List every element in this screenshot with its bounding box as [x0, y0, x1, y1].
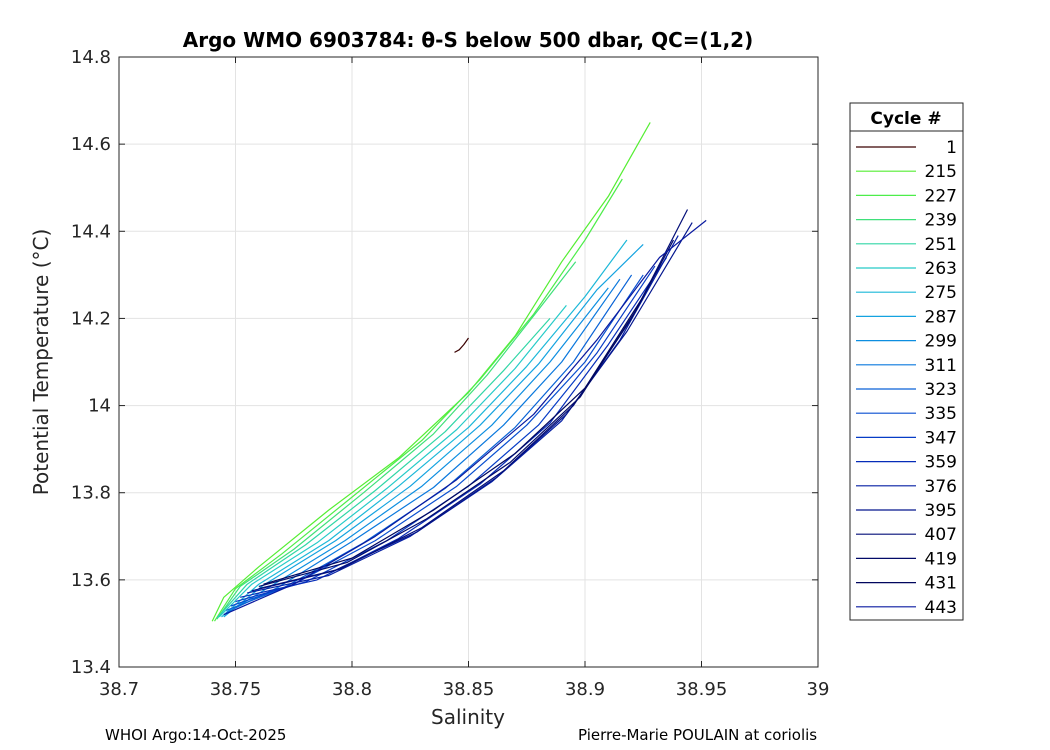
legend: Cycle # 1 215 227 239 251 263 275 287 299 311 323 3… — [849, 102, 964, 621]
footer-credit-date: WHOI Argo:14-Oct-2025 — [105, 726, 287, 744]
footer-credit-author: Pierre-Marie POULAIN at coriolis — [578, 726, 818, 744]
x-axis-ticks: 38.7 38.75 38.8 38.85 38.9 38.95 39 — [99, 57, 829, 700]
series-line-cycle-287 — [223, 243, 644, 618]
x-axis-label: Salinity — [431, 705, 505, 729]
x-tick-label: 39 — [807, 679, 830, 700]
series-line-cycle-407 — [258, 209, 689, 590]
series-line-cycle-251 — [216, 318, 551, 619]
y-tick-label: 14 — [88, 396, 111, 417]
legend-label-cycle-431: 431 — [925, 574, 957, 594]
series-line-cycle-215 — [211, 122, 651, 622]
legend-label-cycle-395: 395 — [925, 501, 957, 521]
y-tick-label: 14.6 — [71, 134, 111, 155]
series-line-cycle-443 — [223, 219, 707, 616]
x-tick-label: 38.85 — [443, 679, 495, 700]
legend-label-cycle-239: 239 — [925, 211, 957, 231]
series-line-cycle-431 — [263, 296, 644, 585]
x-tick-label: 38.95 — [676, 679, 728, 700]
y-tick-label: 13.4 — [71, 657, 111, 678]
y-tick-label: 14.4 — [71, 221, 111, 242]
y-axis-ticks: 13.4 13.6 13.8 14 14.2 14.4 14.6 14.8 — [71, 47, 818, 678]
series-line-cycle-263 — [218, 305, 567, 618]
y-tick-label: 14.8 — [71, 47, 111, 68]
series-line-cycle-311 — [225, 278, 621, 614]
x-tick-label: 38.8 — [332, 679, 372, 700]
y-tick-label: 14.2 — [71, 308, 111, 329]
series-line-cycle-239 — [216, 261, 577, 620]
legend-label-cycle-419: 419 — [925, 549, 957, 569]
legend-label-cycle-311: 311 — [925, 356, 957, 376]
series-line-cycle-227 — [213, 178, 623, 622]
legend-label-cycle-407: 407 — [925, 525, 957, 545]
legend-label-cycle-299: 299 — [925, 332, 957, 352]
legend-label-cycle-359: 359 — [925, 453, 957, 473]
legend-title: Cycle # — [870, 109, 941, 129]
legend-label-cycle-335: 335 — [925, 404, 957, 424]
series-line-cycle-359 — [240, 257, 668, 598]
x-tick-label: 38.9 — [565, 679, 605, 700]
legend-label-cycle-347: 347 — [925, 428, 957, 448]
legend-label-cycle-275: 275 — [925, 283, 957, 303]
legend-label-cycle-376: 376 — [925, 477, 957, 497]
legend-label-cycle-1: 1 — [946, 138, 957, 158]
legend-label-cycle-323: 323 — [925, 380, 957, 400]
x-tick-label: 38.7 — [99, 679, 139, 700]
chart-title: Argo WMO 6903784: θ-S below 500 dbar, QC… — [183, 28, 753, 52]
series-line-cycle-1 — [454, 337, 469, 353]
series-line-cycle-419 — [258, 239, 675, 587]
series-group — [211, 122, 707, 622]
legend-label-cycle-251: 251 — [925, 235, 957, 255]
legend-items: 1 215 227 239 251 263 275 287 299 311 323 335 347 359… — [856, 138, 957, 618]
y-tick-label: 13.6 — [71, 570, 111, 591]
legend-label-cycle-287: 287 — [925, 307, 957, 327]
legend-label-cycle-443: 443 — [925, 598, 957, 618]
y-axis-label: Potential Temperature (°C) — [29, 229, 53, 496]
y-tick-label: 13.8 — [71, 483, 111, 504]
x-tick-label: 38.75 — [210, 679, 262, 700]
legend-label-cycle-215: 215 — [925, 162, 957, 182]
legend-label-cycle-263: 263 — [925, 259, 957, 279]
series-line-cycle-275 — [221, 239, 628, 618]
legend-label-cycle-227: 227 — [925, 186, 957, 206]
